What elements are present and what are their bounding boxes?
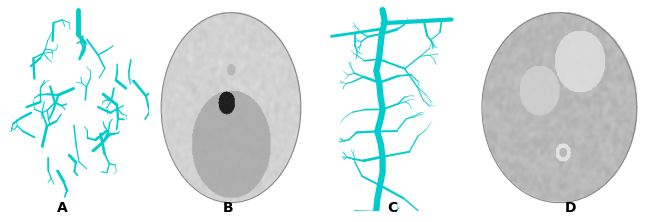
Text: B: B [222,201,233,215]
Text: A: A [57,201,68,215]
Text: D: D [565,201,577,215]
Text: C: C [387,201,398,215]
